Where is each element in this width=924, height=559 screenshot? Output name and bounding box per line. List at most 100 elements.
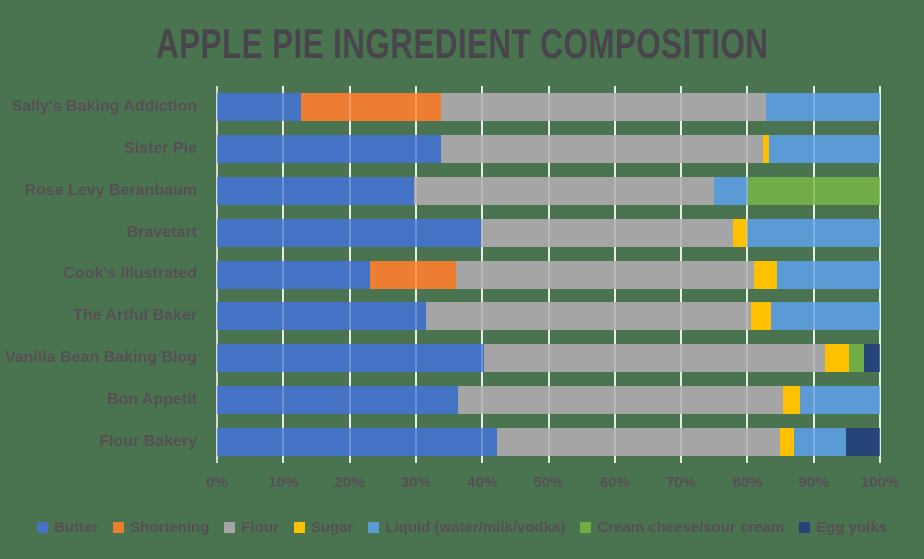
bar-segment-flour: [480, 218, 734, 247]
legend-swatch-shortening: [113, 522, 125, 533]
gridline-overlay: [481, 86, 484, 463]
x-tick-label: 100%: [860, 474, 900, 491]
legend-label: Shortening: [130, 519, 210, 536]
legend-label: Cream cheese/sour cream: [597, 519, 785, 536]
chart-title: APPLE PIE INGREDIENT COMPOSITION: [155, 20, 769, 67]
legend-item-sugar: Sugar: [293, 519, 354, 536]
bar-segment-sugar: [754, 260, 777, 289]
bar-segment-flour: [496, 428, 780, 457]
legend-item-shortening: Shortening: [113, 519, 209, 536]
bar-segment-egg-yolks: [864, 344, 880, 373]
legend-item-butter: Butter: [36, 519, 99, 536]
gridline-overlay: [348, 86, 351, 463]
gridline-overlay: [746, 86, 749, 463]
bar-row: [217, 386, 880, 415]
x-tick-label: 80%: [732, 474, 763, 491]
bar-segment-liquid-water-milk-vodka: [793, 428, 847, 457]
x-tick-label: 70%: [666, 474, 697, 491]
bar-row: [217, 302, 880, 331]
gridline: [879, 86, 881, 463]
legend-label: Butter: [53, 519, 99, 536]
category-axis-labels: Sally's Baking Addiction Sister Pie Rose L…: [0, 86, 207, 463]
bar-segment-butter: [217, 344, 484, 373]
bar-segment-butter: [217, 134, 442, 163]
category-label: Flour Bakery: [99, 433, 197, 451]
bar-segment-sugar: [779, 428, 794, 457]
bar-segment-flour: [413, 176, 714, 205]
gridline-overlay: [613, 86, 616, 463]
category-label: Bravetart: [126, 223, 197, 241]
bar-row: [217, 176, 880, 205]
bar-segment-sugar: [762, 134, 770, 163]
bar-segment-butter: [217, 302, 426, 331]
bar-segment-butter: [217, 428, 497, 457]
legend-swatch-liquid-water-milk-vodka: [368, 522, 380, 533]
category-label: Vanilla Bean Baking Blog: [4, 349, 197, 367]
bar-segment-butter: [217, 386, 458, 415]
legend-item-egg-yolks: Egg yolks: [799, 519, 887, 536]
category-label: Sister Pie: [124, 139, 197, 157]
legend-label: Liquid (water/milk/vodka): [385, 519, 566, 536]
legend-swatch-flour: [224, 522, 236, 533]
category-label: The Artful Baker: [73, 307, 197, 325]
legend-label: Flour: [241, 519, 279, 536]
gridline-overlay: [282, 86, 285, 463]
bar-row: [217, 92, 880, 121]
x-tick-label: 60%: [599, 474, 630, 491]
bar-row: [217, 344, 880, 373]
bar-segment-flour: [441, 134, 763, 163]
category-label: Bon Appetit: [106, 391, 197, 409]
bar-row: [217, 218, 880, 247]
bar-segment-flour: [456, 260, 754, 289]
x-tick-label: 10%: [268, 474, 299, 491]
chart-title-wrap: APPLE PIE INGREDIENT COMPOSITION: [0, 20, 924, 68]
legend: Butter Shortening Flour Sugar Liquid (water/…: [0, 519, 924, 536]
bar-segment-liquid-water-milk-vodka: [769, 134, 880, 163]
gridline-overlay: [879, 86, 881, 463]
bar-segment-butter: [217, 176, 414, 205]
x-tick-label: 0%: [206, 474, 228, 491]
bar-segment-flour: [457, 386, 783, 415]
bar-segment-flour: [441, 92, 766, 121]
legend-label: Sugar: [310, 519, 354, 536]
bar-segment-sugar: [782, 386, 801, 415]
bar-segment-liquid-water-milk-vodka: [713, 176, 749, 205]
legend-item-flour: Flour: [224, 519, 279, 536]
legend-item-liquid-water-milk-vodka: Liquid (water/milk/vodka): [368, 519, 565, 536]
gridline-overlay: [216, 86, 218, 463]
legend-item-cream-cheese-sour-cream: Cream cheese/sour cream: [580, 519, 784, 536]
gridline-overlay: [680, 86, 683, 463]
x-tick-label: 40%: [467, 474, 498, 491]
category-label: Cook's Illustrated: [63, 265, 197, 283]
legend-label: Egg yolks: [816, 519, 888, 536]
bar-segment-liquid-water-milk-vodka: [765, 92, 880, 121]
plot-area: [216, 86, 881, 463]
bar-row: [217, 134, 880, 163]
bar-row: [217, 428, 880, 457]
bar-segment-butter: [217, 260, 371, 289]
legend-swatch-sugar: [293, 522, 305, 533]
bar-segment-liquid-water-milk-vodka: [770, 302, 880, 331]
legend-swatch-egg-yolks: [799, 522, 811, 533]
gridline-overlay: [414, 86, 417, 463]
x-tick-label: 90%: [798, 474, 829, 491]
bar-segment-sugar: [733, 218, 748, 247]
bar-segment-flour: [425, 302, 751, 331]
bar-segment-sugar: [824, 344, 849, 373]
bar-segment-butter: [217, 218, 481, 247]
bar-segment-butter: [217, 92, 302, 121]
bar-row: [217, 260, 880, 289]
bar-segment-liquid-water-milk-vodka: [776, 260, 880, 289]
gridline-overlay: [547, 86, 550, 463]
x-tick-label: 30%: [400, 474, 431, 491]
bar-segment-cream-cheese-sour-cream: [748, 176, 880, 205]
bar-segment-sugar: [750, 302, 771, 331]
bar-segment-cream-cheese-sour-cream: [848, 344, 865, 373]
legend-swatch-cream-cheese-sour-cream: [580, 522, 592, 533]
x-tick-label: 50%: [533, 474, 564, 491]
bar-segment-shortening: [370, 260, 457, 289]
category-label: Rose Levy Beranbaum: [24, 181, 197, 199]
legend-swatch-butter: [36, 522, 48, 533]
bar-segment-liquid-water-milk-vodka: [747, 218, 880, 247]
